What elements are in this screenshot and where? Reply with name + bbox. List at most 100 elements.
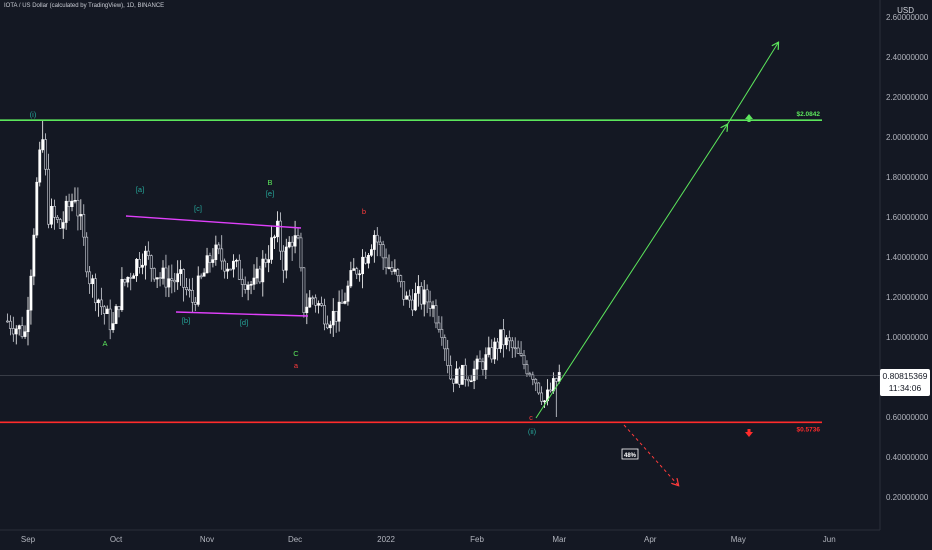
last-price: 0.80815369 xyxy=(882,371,928,381)
candle-body xyxy=(463,364,467,380)
y-tick-label: 1.80000000 xyxy=(886,173,929,182)
x-tick-label: 2022 xyxy=(377,535,395,544)
candle-body xyxy=(281,250,285,271)
candle-body xyxy=(328,324,332,329)
candle-body xyxy=(540,392,544,402)
candle-body xyxy=(220,248,224,262)
candle-body xyxy=(305,306,309,313)
candle-body xyxy=(55,216,59,220)
y-tick-label: 0.40000000 xyxy=(886,453,929,462)
candle-body xyxy=(120,279,124,311)
wave-label: C xyxy=(293,349,299,358)
projection-down[interactable] xyxy=(623,424,678,485)
candle-body xyxy=(308,297,312,308)
wave-label: [d] xyxy=(240,318,248,327)
bar-countdown: 11:34:06 xyxy=(888,383,922,393)
candle-body xyxy=(35,181,39,236)
candle-body xyxy=(428,301,432,309)
candle-body xyxy=(534,379,538,384)
candle-body xyxy=(182,269,185,288)
last-price-badge: 0.80815369 11:34:06 xyxy=(880,369,930,396)
candle-body xyxy=(314,297,318,306)
candle-body xyxy=(23,331,27,337)
candle-body xyxy=(358,273,362,276)
triangle-upper-line[interactable] xyxy=(125,215,302,229)
candle-body xyxy=(490,347,494,360)
wave-label: [e] xyxy=(266,189,274,198)
triangle-lower-line[interactable] xyxy=(175,311,309,317)
candle-body xyxy=(126,276,130,283)
y-tick-label: 1.40000000 xyxy=(886,253,929,262)
candle-body xyxy=(141,264,144,268)
y-axis: 2.60000000 2.40000000 2.20000000 2.00000000… xyxy=(886,13,929,502)
candle-body xyxy=(431,305,435,309)
candle-body xyxy=(261,258,265,283)
candle-body xyxy=(105,308,109,314)
y-tick-label: 2.60000000 xyxy=(886,13,929,22)
candle-body xyxy=(179,269,183,274)
x-tick-label: Jun xyxy=(823,535,836,544)
candle-body xyxy=(67,200,71,208)
candle-body xyxy=(478,358,482,363)
candle-body xyxy=(135,259,138,277)
candle-body xyxy=(226,268,229,272)
candle-body xyxy=(155,277,159,280)
candle-body xyxy=(337,301,341,322)
candle-body xyxy=(387,267,391,269)
wave-label: [a] xyxy=(136,185,144,194)
candle-body xyxy=(422,289,426,305)
candle-body xyxy=(70,200,74,208)
candle-body xyxy=(73,199,77,202)
wave-label: a xyxy=(294,361,299,370)
candle-body xyxy=(317,303,320,306)
x-tick-label: Nov xyxy=(200,535,214,544)
candle-body xyxy=(549,389,552,392)
candle-body xyxy=(416,286,420,294)
percent-label: 48% xyxy=(624,453,637,459)
projection-up-2[interactable] xyxy=(726,43,778,126)
candle-body xyxy=(249,284,253,286)
candle-body xyxy=(399,275,403,283)
candle-body xyxy=(502,329,505,346)
candle-body xyxy=(405,295,409,300)
candle-body xyxy=(496,341,500,349)
projection-up-1[interactable] xyxy=(535,125,727,419)
candle-body xyxy=(196,275,200,305)
candle-body xyxy=(369,249,373,256)
candle-body xyxy=(164,267,168,288)
candle-body xyxy=(299,237,303,269)
y-tick-label: 0.60000000 xyxy=(886,413,929,422)
candle-body xyxy=(325,323,329,329)
symbol-title: IOTA / US Dollar (calculated by TradingV… xyxy=(4,3,165,9)
candle-body xyxy=(443,337,447,350)
candle-body xyxy=(149,255,153,269)
annotations: $2.0842 $0.5736 48% (i) [a] [b] [c] [d] [e] A B Ca b… xyxy=(0,43,880,485)
candle-body xyxy=(258,268,262,283)
candle-body xyxy=(440,329,444,338)
candle-body xyxy=(185,287,188,291)
candle-body xyxy=(94,278,97,304)
candle-body xyxy=(437,322,441,330)
candle-body xyxy=(381,244,385,259)
candle-body xyxy=(223,260,227,272)
candle-body xyxy=(455,368,458,384)
wave-label: b xyxy=(362,207,366,216)
y-tick-label: 2.00000000 xyxy=(886,133,929,142)
candle-body xyxy=(79,214,83,217)
candle-body xyxy=(58,219,62,229)
candle-body xyxy=(44,139,48,170)
candle-body xyxy=(446,348,450,366)
candle-body xyxy=(516,347,520,354)
candle-body xyxy=(287,241,291,248)
candle-body xyxy=(211,259,215,263)
candle-body xyxy=(554,378,558,382)
candle-body xyxy=(396,269,400,276)
candle-body xyxy=(91,278,94,285)
candle-body xyxy=(466,379,470,382)
candle-body xyxy=(349,270,353,287)
candle-body xyxy=(8,320,12,329)
wave-label: [b] xyxy=(182,316,190,325)
candle-body xyxy=(528,373,532,376)
candle-body xyxy=(17,325,21,330)
